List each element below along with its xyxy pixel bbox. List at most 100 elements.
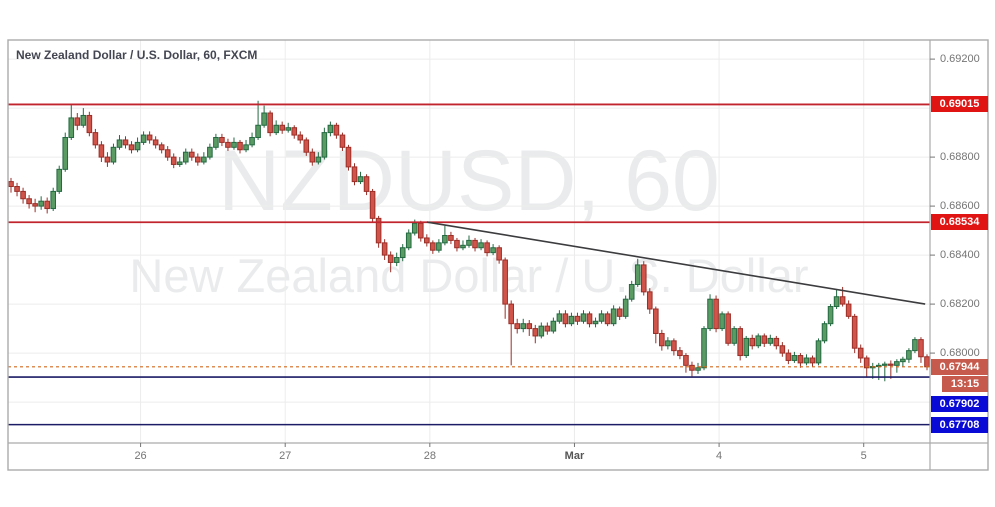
candle	[755, 333, 762, 349]
candle	[80, 108, 87, 128]
candle	[176, 157, 183, 167]
candle	[32, 198, 38, 213]
candle	[514, 318, 521, 334]
candle	[827, 304, 834, 327]
candle	[164, 146, 171, 161]
candle	[719, 311, 725, 332]
candle	[562, 310, 569, 328]
candle	[689, 361, 695, 377]
candle	[315, 152, 322, 165]
candle	[924, 354, 930, 371]
candle	[502, 257, 508, 319]
candle	[568, 312, 575, 327]
candle	[622, 295, 629, 319]
candle	[285, 122, 292, 133]
candle	[508, 300, 514, 366]
candle	[478, 239, 484, 251]
candle	[369, 188, 376, 223]
x-tick-label-Mar: Mar	[564, 450, 585, 462]
support-price-badge: 0.67708	[931, 416, 988, 433]
candle	[532, 324, 539, 344]
candle	[261, 105, 267, 128]
candle	[791, 351, 798, 363]
candle	[767, 334, 774, 346]
candle	[140, 131, 147, 145]
candle	[92, 128, 99, 149]
candle	[339, 132, 346, 151]
candle	[291, 125, 298, 139]
candle	[309, 148, 316, 166]
candle	[526, 320, 533, 336]
candle	[496, 245, 502, 264]
candle	[490, 244, 496, 256]
candle	[851, 313, 858, 354]
candle	[333, 122, 340, 139]
candle	[857, 344, 864, 363]
candle	[821, 321, 828, 344]
y-tick-label: 0.68400	[940, 249, 980, 262]
resistance-price-badge: 0.69015	[931, 96, 988, 113]
candle	[393, 252, 400, 267]
candle	[779, 342, 786, 357]
candle	[912, 337, 918, 354]
candle	[713, 295, 719, 333]
candle	[351, 163, 358, 186]
candle	[653, 306, 659, 344]
candle	[128, 141, 135, 154]
x-tick-label-27: 27	[279, 450, 292, 462]
candle	[122, 136, 129, 149]
candle	[387, 251, 394, 273]
candle	[231, 137, 237, 150]
candle	[580, 310, 587, 324]
candle	[640, 261, 647, 296]
candle	[74, 113, 81, 131]
x-tick-label-26: 26	[134, 450, 147, 462]
candle	[737, 326, 743, 361]
candle	[146, 131, 153, 144]
candle	[152, 136, 159, 149]
candle	[345, 144, 352, 171]
candle	[743, 335, 750, 358]
candle	[472, 237, 478, 252]
candle	[610, 305, 617, 327]
candle	[195, 153, 201, 166]
candle	[671, 338, 677, 356]
candle	[86, 111, 93, 137]
y-tick-label: 0.69200	[940, 53, 980, 66]
candle	[38, 196, 44, 210]
candle	[550, 317, 557, 334]
x-tick-label-5: 5	[860, 450, 867, 462]
x-tick-label-28: 28	[423, 450, 436, 462]
candle	[321, 127, 328, 160]
candle	[327, 121, 334, 137]
chart-frame	[7, 39, 989, 471]
descending-trendline[interactable]	[426, 221, 926, 305]
candle	[701, 326, 707, 371]
candle	[62, 132, 69, 172]
candle	[417, 220, 424, 242]
candle	[116, 135, 123, 150]
candle	[104, 152, 111, 167]
candle	[785, 349, 792, 365]
candle	[725, 311, 731, 346]
y-tick-label: 0.68800	[940, 151, 980, 164]
candle	[442, 225, 448, 246]
symbol-legend[interactable]: New Zealand Dollar / U.S. Dollar, 60, FX…	[16, 48, 258, 62]
candle	[255, 100, 261, 140]
candle	[375, 215, 382, 248]
y-tick-label: 0.68000	[940, 347, 980, 360]
candle	[538, 322, 545, 339]
candle	[665, 337, 671, 350]
resistance-price-badge: 0.68534	[931, 214, 988, 231]
candle	[900, 356, 906, 367]
candle	[98, 141, 105, 163]
candle	[430, 240, 436, 254]
candle	[56, 165, 63, 194]
candle	[158, 142, 165, 154]
candle	[20, 187, 26, 204]
candle	[707, 294, 713, 332]
candle	[731, 326, 737, 346]
candle	[773, 335, 780, 350]
candle	[225, 138, 231, 151]
